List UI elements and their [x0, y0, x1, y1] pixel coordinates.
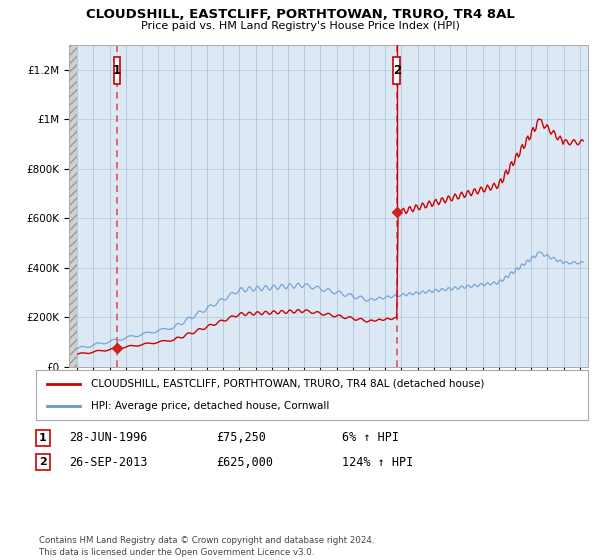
Text: £625,000: £625,000 — [216, 455, 273, 469]
Text: 1: 1 — [113, 64, 121, 77]
Bar — [69, 45, 77, 367]
Text: 2: 2 — [39, 457, 47, 467]
FancyBboxPatch shape — [394, 57, 400, 84]
Text: 6% ↑ HPI: 6% ↑ HPI — [342, 431, 399, 445]
Text: 26-SEP-2013: 26-SEP-2013 — [69, 455, 148, 469]
Text: CLOUDSHILL, EASTCLIFF, PORTHTOWAN, TRURO, TR4 8AL (detached house): CLOUDSHILL, EASTCLIFF, PORTHTOWAN, TRURO… — [91, 379, 485, 389]
Text: 28-JUN-1996: 28-JUN-1996 — [69, 431, 148, 445]
Text: 2: 2 — [392, 64, 401, 77]
Text: 124% ↑ HPI: 124% ↑ HPI — [342, 455, 413, 469]
Text: Price paid vs. HM Land Registry's House Price Index (HPI): Price paid vs. HM Land Registry's House … — [140, 21, 460, 31]
Text: HPI: Average price, detached house, Cornwall: HPI: Average price, detached house, Corn… — [91, 401, 329, 411]
Text: 1: 1 — [39, 433, 47, 443]
FancyBboxPatch shape — [113, 57, 121, 84]
Text: CLOUDSHILL, EASTCLIFF, PORTHTOWAN, TRURO, TR4 8AL: CLOUDSHILL, EASTCLIFF, PORTHTOWAN, TRURO… — [86, 8, 514, 21]
Text: Contains HM Land Registry data © Crown copyright and database right 2024.
This d: Contains HM Land Registry data © Crown c… — [39, 536, 374, 557]
Text: £75,250: £75,250 — [216, 431, 266, 445]
